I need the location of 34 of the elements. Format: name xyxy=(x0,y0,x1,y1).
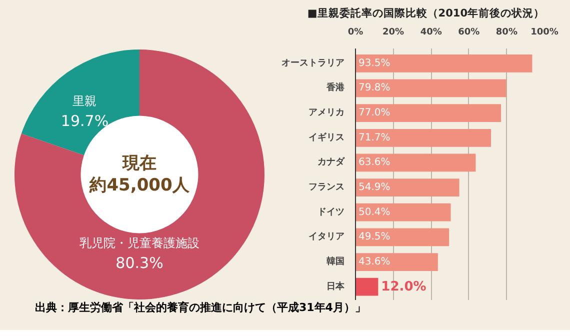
x-tick-label: 100% xyxy=(530,28,558,38)
data-label: 63.6% xyxy=(358,157,390,168)
data-label: 71.7% xyxy=(358,132,390,144)
y-tick-label: オーストラリア xyxy=(282,58,344,68)
text: 現在 xyxy=(122,154,156,174)
data-label: 19.7% xyxy=(60,112,109,130)
y-tick-label: アメリカ xyxy=(308,108,344,118)
data-label: 12.0% xyxy=(381,279,426,294)
data-label: 49.5% xyxy=(358,232,390,243)
y-tick-label: ドイツ xyxy=(318,207,344,218)
y-tick-label: 日本 xyxy=(326,280,346,292)
source-note: 出典：厚生労働省「社会的養育の推進に向けて（平成31年4月）」 xyxy=(35,300,366,316)
x-tick-label: 60% xyxy=(458,28,480,38)
x-tick-label: 40% xyxy=(420,28,442,38)
slice-label: 里親 xyxy=(72,94,97,108)
y-tick-label: イタリア xyxy=(308,231,344,242)
chart-title: ■里親委託率の国際比較（2010年前後の状況） xyxy=(307,6,545,20)
data-label: 79.8% xyxy=(358,82,390,94)
y-tick-label: イギリス xyxy=(308,132,344,143)
data-label: 80.3% xyxy=(116,254,164,272)
data-label: 93.5% xyxy=(358,58,390,69)
y-tick-label: フランス xyxy=(308,182,344,193)
x-tick-label: 20% xyxy=(382,28,404,38)
x-tick-label: 80% xyxy=(496,28,518,38)
x-tick-label: 0% xyxy=(348,28,364,38)
y-tick-label: 韓国 xyxy=(326,256,344,268)
y-tick-label: 香港 xyxy=(326,82,346,94)
data-label: 54.9% xyxy=(358,182,390,194)
slice-label: 乳児院・児童養護施設 xyxy=(80,236,200,250)
data-label: 43.6% xyxy=(358,256,390,268)
text: 約45,000人 xyxy=(88,176,190,196)
y-tick-label: カナダ xyxy=(318,156,346,168)
data-label: 77.0% xyxy=(358,108,390,119)
data-label: 50.4% xyxy=(358,206,390,218)
